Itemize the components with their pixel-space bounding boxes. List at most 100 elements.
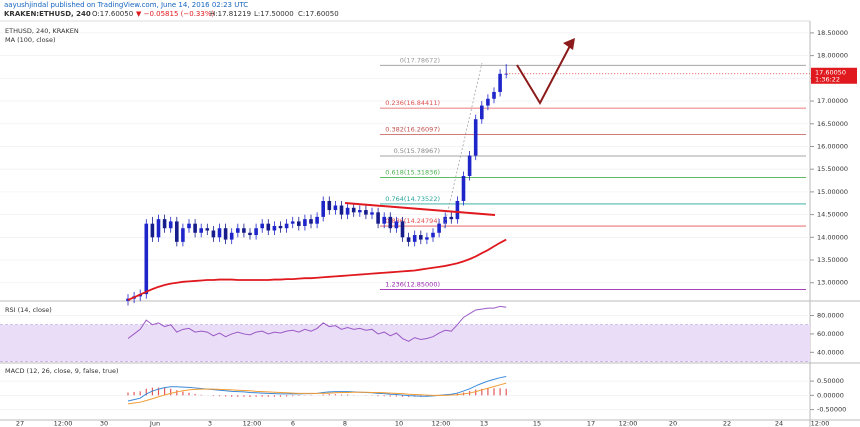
fib-label: 0.382(16.26097) <box>385 126 440 134</box>
candle-body <box>455 200 460 220</box>
fib-label: 0.618(15.31836) <box>385 168 440 176</box>
histogram-bar <box>389 395 391 397</box>
candle-body <box>327 200 332 211</box>
candle-body <box>467 155 472 176</box>
candle-body <box>358 210 362 213</box>
candle-body <box>297 221 301 226</box>
candle-body <box>376 212 380 224</box>
histogram-bar <box>127 392 129 396</box>
x-tick-label: 3 <box>208 420 212 427</box>
candle-body <box>229 232 234 240</box>
x-tick-label: 24 <box>775 420 783 427</box>
y-tick-label: 40.0000 <box>817 348 844 356</box>
histogram-bar <box>505 388 507 396</box>
fib-label: 0.764(14.73522) <box>385 195 440 203</box>
y-tick-label: 14.00000 <box>817 233 848 241</box>
fib-label: 0.236(16.84411) <box>385 99 440 107</box>
candle-body <box>278 225 283 229</box>
histogram-bar <box>237 395 239 397</box>
x-tick-label: 27 <box>16 420 24 427</box>
candle-body <box>321 200 325 217</box>
candle-body <box>437 223 441 233</box>
y-tick-label: 16.00000 <box>817 142 848 150</box>
candle-body <box>272 225 277 231</box>
candle-body <box>388 216 393 229</box>
x-tick-label: 8 <box>343 420 347 427</box>
projection-arrow <box>516 41 573 106</box>
candle-body <box>162 219 167 229</box>
y-tick-label: 17.00000 <box>817 97 848 105</box>
histogram-bar <box>218 395 221 397</box>
histogram-bar <box>383 395 385 397</box>
x-tick-label: 13 <box>480 420 488 427</box>
candle-body <box>394 221 399 229</box>
candle-body <box>431 232 435 238</box>
histogram-bar <box>170 388 172 396</box>
candle-body <box>492 91 496 99</box>
x-tick-label: 12:00 <box>811 420 830 427</box>
histogram-bar <box>212 395 214 396</box>
histogram-bar <box>347 394 349 396</box>
histogram-bar <box>481 388 483 396</box>
candle-body <box>156 219 161 238</box>
candle-body <box>254 228 258 236</box>
indicator-line <box>127 305 507 342</box>
rsi-band <box>0 324 810 362</box>
histogram-bar <box>273 395 275 397</box>
candle-body <box>193 223 197 233</box>
candle-body <box>345 207 350 215</box>
fib-label: 1.236(12.85000) <box>385 281 440 289</box>
panel-title: ETHUSD, 240, KRAKEN <box>5 27 79 35</box>
y-tick-label: 80.0000 <box>817 312 844 320</box>
candle-body <box>425 237 429 240</box>
histogram-bar <box>322 394 324 396</box>
histogram-bar <box>292 395 294 397</box>
ohlc-value: H:17.81219 <box>210 10 251 18</box>
candle-body <box>498 73 502 92</box>
histogram-bar <box>261 395 263 397</box>
y-tick-label: 0.00000 <box>817 391 844 399</box>
histogram-bar <box>176 390 178 396</box>
y-tick-label: 60.0000 <box>817 330 844 338</box>
x-tick-label: 15 <box>533 420 541 427</box>
ohlc-value: O:17.60050 <box>92 10 133 18</box>
histogram-bar <box>286 395 288 397</box>
histogram-bar <box>255 395 257 397</box>
histogram-bar <box>200 394 202 396</box>
x-tick-label: 30 <box>100 420 108 427</box>
histogram-bar <box>493 388 495 396</box>
x-tick-label: 10 <box>395 420 403 427</box>
candle-body <box>364 210 368 215</box>
histogram-bar <box>231 395 233 397</box>
legend-entry: MA (100, close) <box>5 36 55 44</box>
candle-body <box>480 105 484 120</box>
histogram-bar <box>401 395 404 397</box>
candle-body <box>284 223 289 229</box>
histogram-bar <box>487 388 489 396</box>
candle-body <box>266 223 271 231</box>
candle-body <box>205 228 210 231</box>
candle-body <box>315 216 319 224</box>
y-tick-label: 14.50000 <box>817 211 848 219</box>
histogram-bar <box>267 395 269 397</box>
histogram-bar <box>328 394 330 396</box>
symbol: KRAKEN:ETHUSD, 240 <box>4 10 91 18</box>
histogram-bar <box>298 395 300 396</box>
candle-body <box>370 212 374 215</box>
y-tick-label: 13.00000 <box>817 279 848 287</box>
indicator-line <box>127 376 507 402</box>
candle-body <box>443 216 447 224</box>
candle-body <box>412 235 417 242</box>
candle-body <box>181 228 185 242</box>
change: ▼ −0.05815 (−0.33%) <box>136 10 214 18</box>
candle-body <box>290 221 295 224</box>
x-tick-label: 12:00 <box>432 420 451 427</box>
last-price-box <box>811 67 857 84</box>
histogram-bar <box>145 388 147 396</box>
candle-body <box>309 219 313 224</box>
candle-body <box>260 223 264 229</box>
fib-label: 0(17.78672) <box>400 56 440 64</box>
candle-body <box>351 207 356 213</box>
candle-body <box>144 223 149 295</box>
